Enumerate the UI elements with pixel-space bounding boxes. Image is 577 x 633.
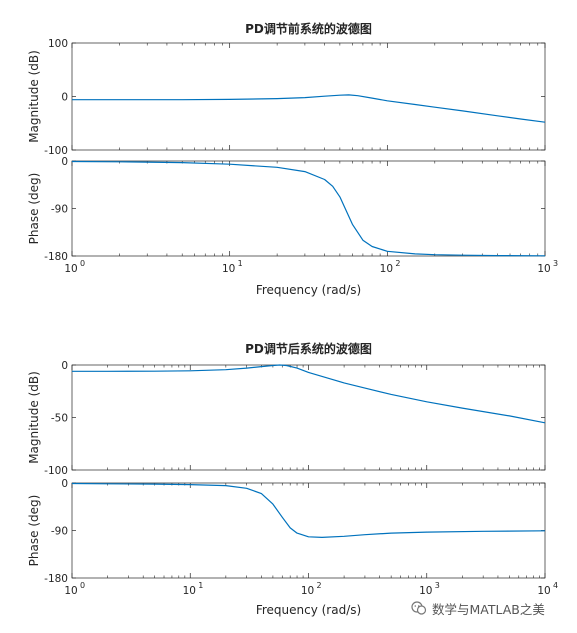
x-tick-label-base: 10 xyxy=(537,263,550,275)
y-tick-label: -100 xyxy=(44,145,68,157)
x-tick-label-exponent: 2 xyxy=(317,581,322,590)
y-axis-label: Magnitude (dB) xyxy=(27,50,41,143)
x-tick-label-exponent: 0 xyxy=(80,581,85,590)
y-axis-label: Phase (deg) xyxy=(27,495,41,567)
axes-box xyxy=(71,482,546,579)
y-tick-label: -180 xyxy=(44,573,68,585)
series-line xyxy=(71,482,546,539)
axes-box xyxy=(71,42,546,151)
x-axis-label: Frequency (rad/s) xyxy=(256,603,361,617)
series-line xyxy=(71,160,546,257)
watermark-text: 数学与MATLAB之美 xyxy=(432,601,545,617)
x-tick-label-exponent: 1 xyxy=(198,581,203,590)
series-line xyxy=(72,94,546,123)
y-tick-label: 100 xyxy=(48,38,68,50)
axes-box xyxy=(71,364,546,471)
y-tick-label: 0 xyxy=(61,156,68,168)
y-tick-label: 0 xyxy=(61,360,68,372)
y-tick-label: -50 xyxy=(51,413,68,425)
y-tick-label: -100 xyxy=(44,465,68,477)
chart-title: PD调节后系统的波德图 xyxy=(245,341,372,356)
x-tick-label-base: 10 xyxy=(380,263,393,275)
x-tick-label-exponent: 4 xyxy=(553,581,558,590)
watermark: 数学与MATLAB之美 xyxy=(411,597,571,619)
series-line xyxy=(72,364,546,424)
x-tick-label-base: 10 xyxy=(301,585,314,597)
x-tick-label-exponent: 3 xyxy=(553,259,558,268)
x-tick-label-base: 10 xyxy=(537,585,550,597)
x-tick-label-base: 10 xyxy=(64,585,77,597)
chart-title: PD调节前系统的波德图 xyxy=(245,21,372,36)
y-axis-label: Phase (deg) xyxy=(27,173,41,245)
y-axis-label: Magnitude (dB) xyxy=(27,371,41,464)
x-axis-label: Frequency (rad/s) xyxy=(256,283,361,297)
x-tick-label-exponent: 0 xyxy=(80,259,85,268)
wechat-icon xyxy=(411,601,427,615)
y-tick-label: -90 xyxy=(51,204,68,216)
y-tick-label: 0 xyxy=(61,478,68,490)
x-tick-label-base: 10 xyxy=(419,585,432,597)
x-tick-label-base: 10 xyxy=(183,585,196,597)
x-tick-label-exponent: 1 xyxy=(238,259,243,268)
y-tick-label: 0 xyxy=(61,92,68,104)
y-tick-label: -180 xyxy=(44,251,68,263)
x-tick-label-exponent: 3 xyxy=(435,581,440,590)
x-tick-label-exponent: 2 xyxy=(395,259,400,268)
x-tick-label-base: 10 xyxy=(64,263,77,275)
axes-box xyxy=(71,160,546,257)
y-tick-label: -90 xyxy=(51,526,68,538)
x-tick-label-base: 10 xyxy=(222,263,235,275)
